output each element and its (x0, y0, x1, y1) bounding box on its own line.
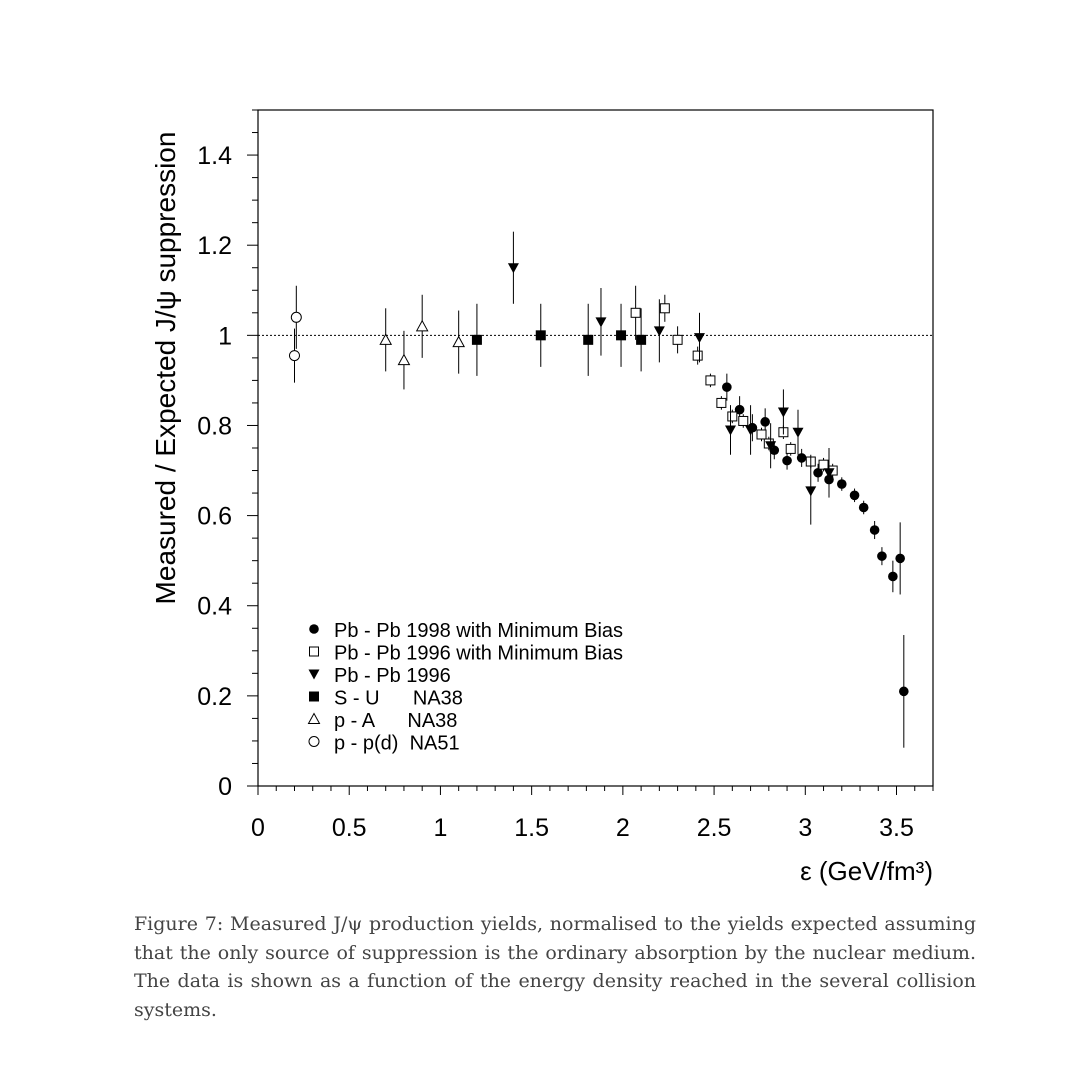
data-point (792, 427, 804, 438)
legend-label: Pb - Pb 1998 with Minimum Bias (334, 620, 623, 642)
data-point (616, 330, 627, 341)
legend-marker (309, 624, 319, 634)
data-point (895, 553, 905, 564)
chart: 0 0.5 1 1.5 2 2.5 3 3.5 0 0.2 0.4 0.6 0.8 1 1.2 1.4 Pb … (150, 109, 934, 886)
data-point (290, 311, 302, 323)
y-tick-label: 0.2 (197, 683, 232, 711)
x-tick-label: 2.5 (697, 814, 732, 842)
data-point (583, 334, 594, 345)
data-point (796, 453, 807, 463)
data-point (653, 326, 665, 337)
data-point (899, 686, 909, 697)
data-point (745, 425, 757, 436)
figure-caption: Figure 7: Measured J/ψ production yields… (134, 913, 976, 1021)
legend-label: Pb - Pb 1996 with Minimum Bias (334, 643, 623, 665)
legend-marker (308, 669, 320, 680)
data-point (727, 411, 738, 422)
data-point (471, 334, 482, 345)
data-point (507, 263, 519, 274)
data-point (805, 486, 817, 497)
data-point (765, 441, 777, 452)
y-tick-label: 1.2 (197, 232, 232, 260)
data-point (818, 459, 829, 470)
x-tick-label: 3 (798, 814, 812, 842)
legend-marker (307, 712, 321, 724)
x-tick-label: 3.5 (879, 814, 914, 842)
data-point (630, 307, 641, 318)
y-tick-label: 1 (218, 322, 232, 350)
data-point (397, 353, 411, 366)
data-point (836, 479, 847, 489)
x-axis-label: ε (GeV/fm³) (800, 856, 933, 886)
x-tick-label: 0 (251, 814, 265, 842)
data-point (379, 333, 393, 345)
data-point (705, 375, 716, 386)
x-tick-label: 1.5 (514, 814, 549, 842)
data-point (738, 415, 749, 426)
legend-marker (308, 736, 320, 747)
y-tick-label: 0.4 (197, 593, 232, 621)
x-tick-label: 0.5 (332, 814, 367, 842)
data-point (823, 468, 835, 479)
legend-marker (309, 646, 319, 657)
data-point (725, 425, 736, 436)
data-point (722, 382, 732, 392)
data-point (877, 551, 887, 561)
data-point (636, 334, 647, 345)
data-point (716, 397, 727, 408)
data-point (777, 407, 789, 418)
legend-label: S - U NA38 (334, 688, 463, 710)
data-point (659, 303, 670, 314)
legend-marker (309, 691, 319, 702)
data-point (672, 334, 683, 345)
data-point (693, 333, 705, 344)
legend-label: p - p(d) NA51 (334, 733, 460, 755)
data-point (692, 350, 703, 361)
legend-label: Pb - Pb 1996 (334, 665, 451, 687)
data-point (813, 467, 823, 478)
data-point (869, 525, 880, 535)
y-axis-label: Measured / Expected J/ψ suppression (150, 132, 181, 605)
data-point (452, 335, 466, 348)
data-point (760, 417, 770, 427)
data-point (849, 490, 860, 501)
data-point (888, 571, 898, 582)
data-point (858, 502, 869, 513)
legend-label: p - A NA38 (334, 710, 457, 732)
data-point (756, 429, 767, 440)
data-point (288, 350, 300, 362)
data-point (785, 443, 796, 454)
y-tick-label: 0.6 (197, 503, 232, 531)
x-tick-label: 2 (616, 814, 630, 842)
y-tick-label: 0 (218, 773, 232, 801)
data-point (782, 455, 792, 466)
y-tick-label: 1.4 (197, 142, 232, 170)
data-point (415, 319, 429, 332)
data-point (535, 330, 546, 341)
data-point (595, 317, 607, 328)
y-tick-label: 0.8 (197, 412, 232, 440)
x-tick-label: 1 (433, 814, 447, 842)
